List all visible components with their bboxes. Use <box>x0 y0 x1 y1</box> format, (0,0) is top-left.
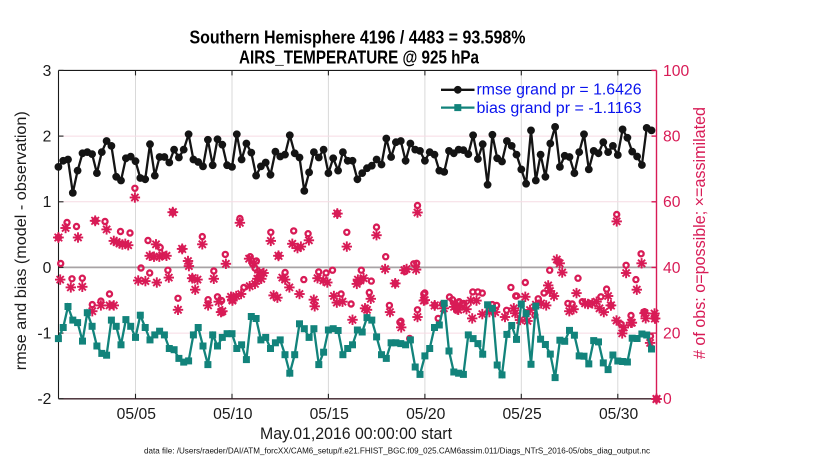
svg-text:20: 20 <box>663 326 681 343</box>
svg-text:2: 2 <box>43 129 52 146</box>
svg-text:AIRS_TEMPERATURE @ 925 hPa: AIRS_TEMPERATURE @ 925 hPa <box>239 46 480 67</box>
svg-text:bias grand pr = -1.1163: bias grand pr = -1.1163 <box>477 100 642 117</box>
svg-text:0: 0 <box>663 391 672 408</box>
svg-text:May.01,2016 00:00:00 start: May.01,2016 00:00:00 start <box>260 425 452 443</box>
svg-text:100: 100 <box>663 63 689 80</box>
svg-text:-1: -1 <box>37 326 51 343</box>
svg-text:05/10: 05/10 <box>213 406 253 423</box>
svg-text:05/25: 05/25 <box>502 406 542 423</box>
svg-text:Southern Hemisphere 4196 / 448: Southern Hemisphere 4196 / 4483 = 93.598… <box>190 26 526 47</box>
svg-text:05/05: 05/05 <box>117 406 157 423</box>
svg-text:05/20: 05/20 <box>406 406 446 423</box>
svg-text:40: 40 <box>663 260 681 277</box>
svg-text:05/30: 05/30 <box>599 406 639 423</box>
svg-text:-2: -2 <box>37 391 51 408</box>
svg-text:05/15: 05/15 <box>310 406 350 423</box>
svg-text:1: 1 <box>43 194 52 211</box>
svg-text:data file: /Users/raeder/DAI/A: data file: /Users/raeder/DAI/ATM_forcXX/… <box>144 446 650 456</box>
svg-text:rmse and bias (model - observa: rmse and bias (model - observation) <box>13 111 30 370</box>
svg-text:3: 3 <box>43 63 52 80</box>
svg-text:80: 80 <box>663 129 681 146</box>
svg-text:0: 0 <box>43 260 52 277</box>
svg-text:60: 60 <box>663 194 681 211</box>
svg-text:# of obs: o=possible; ×=assimi: # of obs: o=possible; ×=assimilated <box>691 107 709 359</box>
svg-text:rmse grand pr = 1.6426: rmse grand pr = 1.6426 <box>477 82 642 99</box>
